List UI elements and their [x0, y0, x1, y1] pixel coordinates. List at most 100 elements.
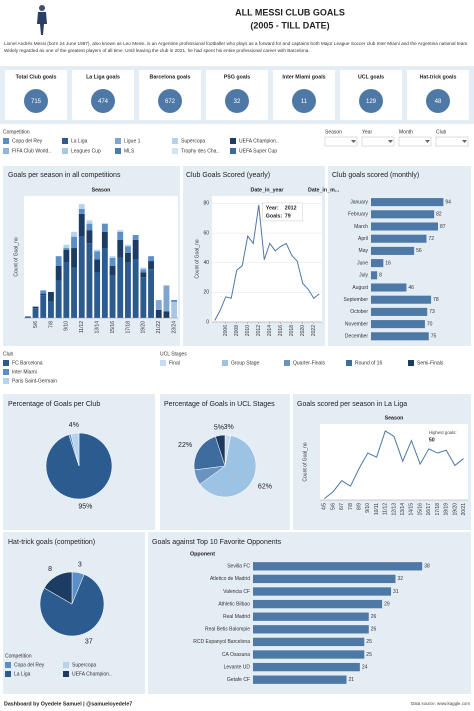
bar-segment — [71, 267, 77, 318]
value-label: 26 — [371, 614, 377, 620]
y-axis-title: Count of Goal_no — [13, 237, 19, 276]
x-tick-label: 18/19 — [444, 503, 450, 516]
legend-label: Supercopa — [181, 138, 205, 144]
x-tick-label: 11/12 — [383, 503, 389, 515]
chart-title: Goals per season in all competitions — [8, 172, 121, 179]
bar-segment — [40, 290, 47, 294]
x-tick-label: 5/6 — [33, 321, 39, 328]
kpi-value: 672 — [165, 99, 176, 105]
kpi-value: 715 — [31, 99, 42, 105]
bar — [253, 612, 369, 621]
legend-label: Copa del Rey — [12, 138, 43, 144]
player-icon-head — [39, 5, 45, 11]
bar-segment — [32, 308, 39, 318]
x-tick-label: 9/10 — [64, 321, 70, 331]
y-tick-label: 80 — [203, 201, 209, 207]
x-axis-title: Season — [385, 415, 404, 421]
value-label: 8 — [379, 273, 382, 279]
x-tick-label: 11/12 — [79, 321, 85, 333]
value-label: 25 — [366, 652, 372, 658]
pie-slice — [199, 435, 257, 498]
bar-segment — [86, 243, 93, 318]
legend-label: Trophy des Cha.. — [181, 148, 219, 154]
legend-label: Supercopa — [72, 662, 96, 668]
bar-segment — [117, 230, 124, 232]
y-tick-label: Atletico de Madrid — [210, 576, 250, 582]
value-label: 21 — [349, 677, 355, 683]
legend-swatch — [230, 148, 236, 154]
kpi-label: Hat-trick goals — [420, 74, 457, 80]
legend-swatch — [408, 360, 414, 366]
bar-segment — [132, 259, 139, 318]
bar-segment — [63, 244, 70, 249]
bar — [371, 307, 428, 316]
legend-swatch — [284, 360, 290, 366]
bar — [253, 675, 347, 684]
legend-label: Ligue 1 — [124, 138, 141, 144]
bar-segment — [148, 269, 154, 318]
value-label: 94 — [445, 199, 451, 205]
legend-title: Competition — [5, 653, 32, 659]
y-tick-label: Getafe CF — [227, 677, 250, 683]
x-tick-label: 2006 — [223, 325, 229, 336]
bar-segment — [148, 256, 154, 262]
bar-segment — [63, 262, 70, 318]
bar-segment — [48, 291, 54, 302]
kpi-circle — [359, 89, 383, 113]
kpi-value: 48 — [435, 99, 442, 105]
x-tick-label: 12/13 — [391, 503, 397, 516]
tooltip-label: Year: — [266, 205, 279, 211]
bar-segment — [55, 280, 62, 318]
x-tick-label: 8/9 — [357, 503, 363, 510]
filter-dropdown[interactable] — [435, 136, 469, 147]
bar-segment — [163, 311, 170, 318]
bar — [253, 587, 392, 596]
bar-segment — [94, 259, 101, 273]
legend-swatch — [3, 360, 9, 366]
bar-segment — [78, 236, 85, 318]
kpi-circle — [24, 89, 48, 113]
pie-slice — [43, 571, 73, 605]
bar-segment — [71, 236, 77, 249]
filter-dropdown[interactable] — [361, 136, 395, 147]
y-tick-label: Valencia CF — [223, 589, 250, 595]
data-label: 5% — [214, 424, 224, 431]
value-label: 73 — [429, 309, 435, 315]
legend-label: Copa del Rey — [14, 662, 45, 668]
legend-label: Round of 16 — [355, 360, 382, 366]
x-tick-label: 5/6 — [330, 503, 336, 510]
bar-segment — [171, 301, 178, 318]
filter-dropdown[interactable] — [324, 136, 358, 147]
bio-text: Lionel Andrés Messi (born 24 June 1987),… — [4, 41, 469, 53]
value-label: 70 — [427, 321, 433, 327]
legend-title: Club — [3, 351, 14, 357]
chart-title: Club Goals Scored (yearly) — [186, 172, 270, 179]
chart-title: Club goals scored (monthly) — [332, 172, 419, 179]
x-tick-label: 2008 — [234, 325, 240, 336]
data-label: 3 — [78, 562, 82, 569]
y-tick-label: September — [344, 297, 369, 303]
filter-dropdown[interactable] — [398, 136, 432, 147]
y-tick-label: June — [357, 260, 368, 266]
bar-segment — [40, 295, 47, 318]
bar-segment — [94, 249, 101, 252]
bar — [371, 234, 427, 243]
bar-segment — [94, 251, 101, 260]
x-tick-label: 17/18 — [435, 503, 441, 516]
legend-label: UEFA Champion.. — [239, 138, 279, 144]
y-tick-label: April — [358, 236, 368, 242]
bar-segment — [101, 231, 108, 249]
bar-segment — [109, 265, 116, 276]
bar-segment — [140, 267, 147, 270]
kpi-label: Total Club goals — [16, 74, 57, 80]
x-tick-label: 2018 — [289, 325, 295, 336]
legend-swatch — [62, 138, 68, 144]
value-label: 31 — [393, 589, 399, 595]
data-label: 95% — [78, 503, 92, 510]
bar — [253, 599, 383, 609]
x-axis-title: Date_in_year — [251, 187, 284, 193]
dropdown-arrow — [351, 140, 356, 143]
tooltip-value: 2012 — [285, 205, 297, 211]
y-tick-label: 60 — [203, 230, 209, 236]
